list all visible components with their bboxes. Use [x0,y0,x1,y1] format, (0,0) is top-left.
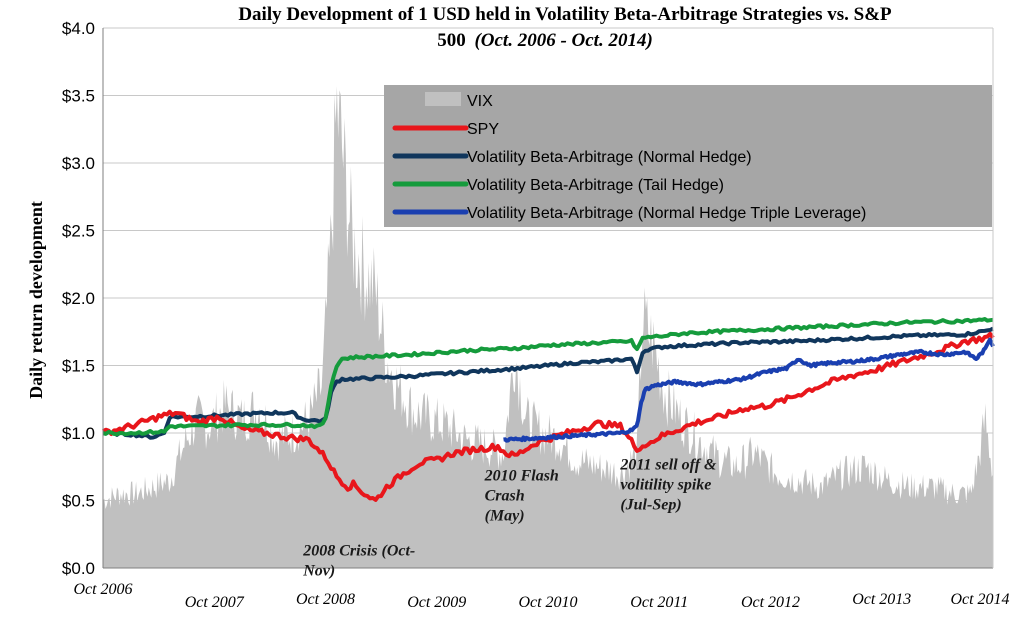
annotation-line: (May) [485,507,525,524]
y-tick-label: $2.5 [62,222,95,241]
y-tick-label: $3.0 [62,154,95,173]
x-tick-label: Oct 2009 [407,594,466,611]
series-vix-area [103,86,993,569]
series-lines-group [102,317,995,502]
x-tick-label: Oct 2010 [518,594,577,611]
legend-label: Volatility Beta-Arbitrage (Normal Hedge) [467,149,752,166]
y-tick-label: $0.5 [62,492,95,511]
legend-swatch-vix [425,92,461,106]
y-tick-label: $4.0 [62,19,95,38]
annotation-0: 2008 Crisis (Oct- Nov) [302,543,415,580]
annotations: 2008 Crisis (Oct- Nov) 2010 Flash Crash (May… [302,456,717,579]
annotation-line: 2008 Crisis (Oct- [302,543,415,560]
x-tick-label: Oct 2013 [852,591,911,608]
annotation-line: volitility spike [620,476,711,493]
x-tick-label: Oct 2006 [73,581,132,598]
series-spy-line [102,331,995,502]
legend: VIX SPY Volatility Beta-Arbitrage (Normal … [384,85,992,227]
annotation-line: (Jul-Sep) [620,496,681,513]
legend-label: VIX [467,93,493,110]
x-tick-label: Oct 2012 [741,594,800,611]
annotation-line: 2011 sell off & [619,456,717,473]
chart-title-line1: Daily Development of 1 USD held in Volat… [238,4,892,25]
y-tick-labels: $0.0 $0.5 $1.0 $1.5 $2.0 $2.5 $3.0 $3.5 $4.0 [62,19,95,578]
title-line2-bold: 500 [437,30,466,51]
annotation-line: 2010 Flash [484,467,559,484]
y-axis-label: Daily return development [26,201,46,399]
annotation-2: 2011 sell off & volitility spike (Jul-Sep) [619,456,717,513]
annotation-line: Crash [485,487,525,504]
x-tick-label: Oct 2011 [630,594,688,611]
legend-label: Volatility Beta-Arbitrage (Normal Hedge … [467,205,866,222]
y-tick-label: $1.5 [62,357,95,376]
title-line2-italic: (Oct. 2006 - Oct. 2014) [474,30,652,51]
title-line1-text: Daily Development of 1 USD held in Volat… [238,4,892,25]
annotation-1: 2010 Flash Crash (May) [484,467,559,524]
x-tick-label: Oct 2007 [185,594,245,611]
y-tick-label: $1.0 [62,424,95,443]
y-tick-label: $3.5 [62,87,95,106]
legend-label: SPY [467,121,499,138]
annotation-line: Nov) [302,563,335,580]
x-tick-label: Oct 2014 [950,591,1009,608]
legend-box [384,85,992,227]
series-tail-hedge-line [102,317,994,437]
x-tick-labels: Oct 2006 Oct 2007 Oct 2008 Oct 2009 Oct 2010… [73,581,1009,611]
legend-label: Volatility Beta-Arbitrage (Tail Hedge) [467,177,724,194]
axes [102,28,994,569]
vix-area-group [103,86,993,569]
y-tick-label: $0.0 [62,559,95,578]
chart-title-line2: 500 (Oct. 2006 - Oct. 2014) [437,30,653,51]
y-tick-label: $2.0 [62,289,95,308]
series-normal-hedge-line [103,326,994,440]
series-triple-leverage-line [503,337,995,443]
x-tick-label: Oct 2008 [296,591,355,608]
